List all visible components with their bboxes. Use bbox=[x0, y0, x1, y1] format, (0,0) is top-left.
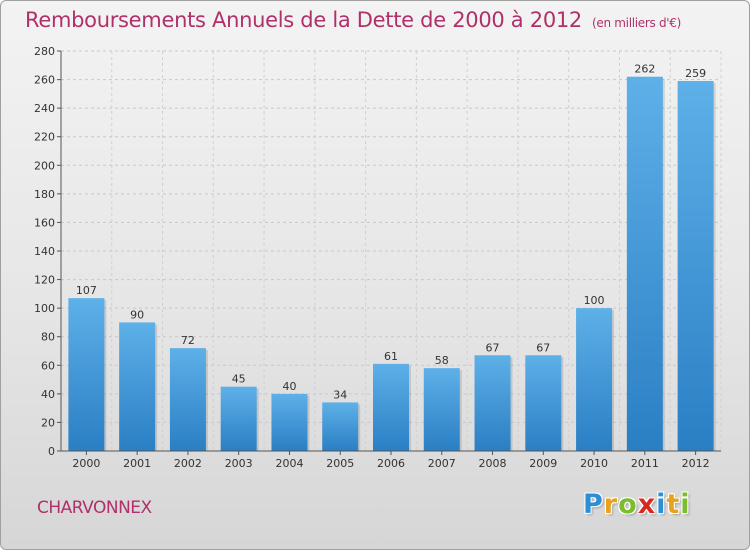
x-tick-label: 2008 bbox=[479, 457, 507, 470]
x-tick-label: 2011 bbox=[631, 457, 659, 470]
bar-value-label: 100 bbox=[584, 294, 605, 307]
bar-value-label: 67 bbox=[536, 341, 550, 354]
bar bbox=[169, 348, 206, 451]
y-tick-label: 160 bbox=[34, 216, 55, 229]
x-tick-label: 2000 bbox=[72, 457, 100, 470]
bar bbox=[322, 402, 359, 451]
bar bbox=[373, 363, 409, 451]
y-tick-label: 240 bbox=[34, 102, 55, 115]
x-tick-label: 2006 bbox=[377, 457, 405, 470]
x-tick-label: 2005 bbox=[326, 457, 354, 470]
bar bbox=[626, 76, 663, 451]
bar bbox=[576, 308, 613, 451]
bar-value-label: 45 bbox=[232, 373, 246, 386]
chart-title: Remboursements Annuels de la Dette de 20… bbox=[25, 8, 681, 32]
y-tick-label: 60 bbox=[41, 359, 55, 372]
x-tick-label: 2004 bbox=[275, 457, 303, 470]
y-tick-label: 120 bbox=[34, 274, 55, 287]
x-tick-label: 2009 bbox=[529, 457, 557, 470]
y-tick-label: 20 bbox=[41, 416, 55, 429]
bar bbox=[68, 298, 105, 451]
bar-value-label: 67 bbox=[486, 341, 500, 354]
y-tick-label: 200 bbox=[34, 159, 55, 172]
bar-value-label: 262 bbox=[634, 63, 655, 76]
y-tick-label: 260 bbox=[34, 74, 55, 87]
commune-name: CHARVONNEX bbox=[37, 498, 152, 518]
bar-value-label: 72 bbox=[181, 334, 195, 347]
x-tick-label: 2007 bbox=[428, 457, 456, 470]
bar bbox=[677, 81, 714, 451]
bar-value-label: 90 bbox=[130, 308, 144, 321]
bar-value-label: 40 bbox=[282, 380, 296, 393]
x-tick-label: 2010 bbox=[580, 457, 608, 470]
y-tick-label: 220 bbox=[34, 131, 55, 144]
y-tick-label: 0 bbox=[48, 445, 55, 458]
x-tick-label: 2012 bbox=[682, 457, 710, 470]
y-tick-label: 140 bbox=[34, 245, 55, 258]
bar bbox=[474, 355, 511, 451]
y-tick-label: 280 bbox=[34, 45, 55, 58]
x-tick-label: 2002 bbox=[174, 457, 202, 470]
bar bbox=[119, 322, 156, 451]
x-tick-label: 2001 bbox=[123, 457, 151, 470]
y-tick-label: 100 bbox=[34, 302, 55, 315]
bar bbox=[525, 355, 562, 451]
y-tick-label: 40 bbox=[41, 388, 55, 401]
bar-value-label: 107 bbox=[76, 284, 97, 297]
bar-value-label: 34 bbox=[333, 388, 347, 401]
y-tick-label: 80 bbox=[41, 331, 55, 344]
bar bbox=[423, 368, 460, 451]
bar bbox=[271, 393, 308, 451]
proxiti-logo[interactable]: Proxiti bbox=[583, 489, 691, 520]
unit-label: (en milliers d'€) bbox=[592, 16, 682, 30]
chart-title-text: Remboursements Annuels de la Dette de 20… bbox=[25, 8, 582, 32]
bar bbox=[220, 386, 257, 451]
bar-value-label: 259 bbox=[685, 67, 706, 80]
y-tick-label: 180 bbox=[34, 188, 55, 201]
bar-value-label: 61 bbox=[384, 350, 398, 363]
bar-value-label: 58 bbox=[435, 354, 449, 367]
x-tick-label: 2003 bbox=[225, 457, 253, 470]
